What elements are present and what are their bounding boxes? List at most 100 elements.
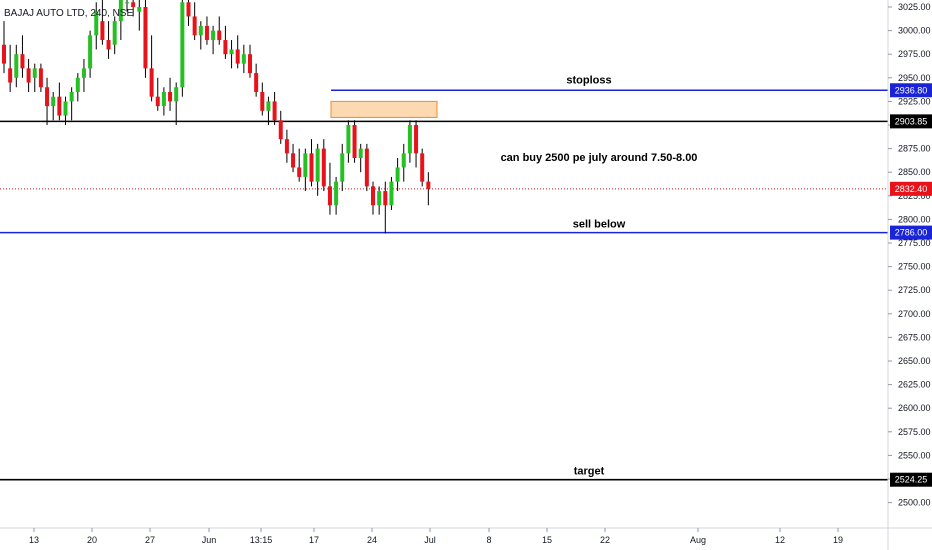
candle-body[interactable]: [334, 181, 339, 206]
y-tick-label: 2600.00: [898, 403, 931, 413]
candle-body[interactable]: [309, 153, 314, 182]
candle-body[interactable]: [395, 167, 400, 182]
x-tick-label: 27: [145, 535, 155, 545]
y-tick-label: 2775.00: [898, 238, 931, 248]
candle-body[interactable]: [321, 148, 326, 187]
x-tick-label: 17: [309, 535, 319, 545]
candle-body[interactable]: [45, 87, 50, 107]
candle-body[interactable]: [38, 68, 43, 88]
y-tick-label: 2625.00: [898, 380, 931, 390]
candle-body[interactable]: [389, 181, 394, 206]
candle-body[interactable]: [229, 49, 234, 55]
y-tick-label: 2750.00: [898, 262, 931, 272]
candle-body[interactable]: [217, 30, 222, 41]
y-tick-label: 2975.00: [898, 49, 931, 59]
candle-body[interactable]: [211, 30, 216, 41]
candle-body[interactable]: [420, 153, 425, 182]
candle-body[interactable]: [377, 191, 382, 206]
y-tick-label: 2875.00: [898, 144, 931, 154]
candle-body[interactable]: [100, 21, 105, 41]
candle-body[interactable]: [51, 96, 56, 107]
price-tag: [890, 225, 932, 240]
candle-body[interactable]: [69, 91, 74, 102]
candle-body[interactable]: [131, 2, 136, 8]
candle-body[interactable]: [20, 54, 25, 69]
candle-body[interactable]: [414, 125, 419, 154]
candle-body[interactable]: [2, 44, 6, 64]
y-tick-label: 2800.00: [898, 214, 931, 224]
candle-body[interactable]: [284, 139, 289, 154]
candle-body[interactable]: [315, 148, 320, 182]
candle-body[interactable]: [198, 25, 203, 36]
candle-body[interactable]: [143, 7, 148, 69]
candle-body[interactable]: [204, 25, 209, 41]
x-tick-label: 19: [833, 535, 843, 545]
supply-zone[interactable]: [330, 100, 438, 118]
candle-body[interactable]: [118, 0, 123, 22]
x-tick-label: 13: [29, 535, 39, 545]
candle-body[interactable]: [266, 101, 271, 111]
candle-body[interactable]: [346, 125, 351, 154]
candle-body[interactable]: [272, 101, 277, 121]
y-tick-label: 2500.00: [898, 498, 931, 508]
candle-body[interactable]: [112, 21, 117, 45]
candle-body[interactable]: [254, 73, 259, 92]
candle-body[interactable]: [174, 87, 179, 102]
candle-body[interactable]: [94, 11, 99, 36]
candle-body[interactable]: [364, 148, 369, 187]
candle-body[interactable]: [278, 120, 283, 140]
candle-body[interactable]: [8, 68, 13, 83]
candle-body[interactable]: [63, 101, 68, 116]
candle-body[interactable]: [223, 40, 228, 55]
candle-body[interactable]: [57, 96, 62, 116]
annotation-text: target: [574, 466, 605, 478]
candle-body[interactable]: [371, 186, 375, 206]
y-tick-label: 2925.00: [898, 96, 931, 106]
candle-body[interactable]: [75, 77, 80, 92]
candle-body[interactable]: [241, 54, 246, 64]
candle-body[interactable]: [383, 191, 388, 206]
chart-title: BAJAJ AUTO LTD, 240, NSE: [4, 8, 133, 19]
price-tag-label: 2903.85: [895, 116, 928, 126]
candle-body[interactable]: [81, 68, 86, 78]
y-tick-label: 2850.00: [898, 167, 931, 177]
x-tick-label: 13:15: [250, 535, 273, 545]
candle-body[interactable]: [88, 35, 93, 69]
candle-body[interactable]: [180, 2, 185, 88]
candle-body[interactable]: [401, 153, 406, 168]
candle-body[interactable]: [26, 68, 31, 83]
candle-body[interactable]: [248, 54, 252, 74]
candle-body[interactable]: [161, 91, 166, 107]
y-tick-label: 2700.00: [898, 309, 931, 319]
candle-body[interactable]: [426, 181, 431, 189]
candle-body[interactable]: [291, 153, 296, 168]
candle-body[interactable]: [327, 186, 332, 206]
candle-body[interactable]: [186, 2, 191, 17]
candle-body[interactable]: [340, 153, 345, 182]
candle-body[interactable]: [106, 40, 111, 50]
candle-body[interactable]: [32, 68, 37, 78]
candle-body[interactable]: [137, 7, 142, 12]
candle-body[interactable]: [303, 153, 308, 177]
candle-body[interactable]: [125, 2, 129, 4]
x-tick-label: 24: [367, 535, 377, 545]
x-tick-label: 12: [775, 535, 785, 545]
price-tag-label: 2832.40: [895, 184, 928, 194]
candle-body[interactable]: [168, 91, 173, 102]
candle-body[interactable]: [297, 167, 302, 177]
candle-body[interactable]: [155, 96, 160, 107]
price-tag-label: 2936.80: [895, 85, 928, 95]
candle-body[interactable]: [260, 91, 265, 111]
candle-body[interactable]: [358, 148, 363, 159]
candle-body[interactable]: [407, 125, 412, 154]
candle-body[interactable]: [149, 68, 154, 97]
y-tick-label: 2950.00: [898, 73, 931, 83]
candle-body[interactable]: [352, 125, 357, 159]
y-tick-label: 2675.00: [898, 332, 931, 342]
candle-body[interactable]: [235, 49, 240, 64]
candle-body[interactable]: [192, 16, 197, 36]
annotation-text: sell below: [573, 219, 626, 231]
candle-body[interactable]: [14, 54, 19, 78]
